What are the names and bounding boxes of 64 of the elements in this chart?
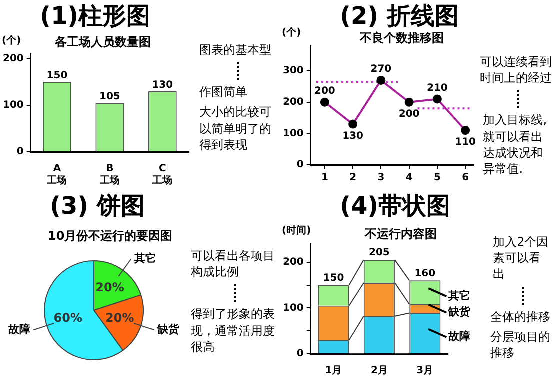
text: 可以连续看到时间上的经过 — [480, 54, 554, 86]
x-tick-label: 6 — [462, 172, 470, 184]
text: 得到了形象的表现，通常活用度很高 — [191, 306, 276, 355]
text: 大小的比较可以简单明了的得到表现 — [200, 104, 273, 153]
x-tick-label: B 工场 — [98, 164, 120, 187]
chart-title: (3) 饼图 — [50, 191, 145, 222]
slice-label: 其它 — [133, 252, 156, 265]
text: 全体的推移 — [490, 308, 552, 325]
x-tick-label: 3月 — [416, 366, 434, 377]
chart-subtitle: 各工场人员数量图 — [55, 34, 151, 51]
text: 加入目标线,就可以看出达成状况和异常值. — [483, 112, 548, 178]
x-tick-label: 5 — [434, 172, 441, 184]
text: 可以看出各项目构成比例 — [191, 248, 276, 280]
series-label: 缺货 — [448, 306, 472, 319]
data-label: 210 — [427, 82, 448, 94]
series-label: 其它 — [448, 289, 471, 302]
y-tick-label: 0 — [296, 348, 304, 360]
data-label: 200 — [398, 108, 420, 120]
x-tick-label: A 工场 — [46, 164, 68, 187]
y-axis-title: (个) — [282, 26, 302, 39]
chart-title: (4)带状图 — [340, 191, 451, 222]
data-label: 20% — [96, 280, 124, 295]
y-tick-label: 0 — [296, 160, 304, 171]
y-tick-label: 200 — [283, 96, 304, 108]
total-label: 160 — [414, 268, 436, 280]
text: 分层项目的推移 — [490, 328, 552, 362]
x-tick-label: 2月 — [370, 366, 388, 377]
y-tick-label: 100 — [283, 128, 304, 140]
data-label: 20% — [106, 311, 134, 326]
text: 图表的基本型 — [200, 42, 273, 58]
data-label: 110 — [455, 137, 476, 148]
slice-label: 缺货 — [156, 322, 180, 336]
x-tick-label: 1月 — [325, 366, 342, 377]
total-label: 205 — [369, 248, 390, 259]
data-label: 130 — [152, 80, 174, 91]
data-label: 270 — [370, 64, 392, 76]
x-tick-label: 3 — [378, 172, 385, 184]
y-tick-label: 0 — [16, 146, 24, 158]
data-label: 150 — [46, 70, 68, 82]
chart-subtitle: 10月份不运行的要因图 — [48, 228, 173, 245]
chart-subtitle: 不良个数推移图 — [360, 30, 444, 47]
y-tick-label: 100 — [283, 302, 304, 314]
slice-label: 故障 — [8, 322, 31, 336]
data-label: 130 — [342, 130, 364, 142]
y-tick-label: 200 — [283, 256, 304, 268]
text: 作图简单 — [200, 84, 249, 100]
y-axis-title: (个) — [2, 34, 22, 47]
data-label: 60% — [54, 311, 82, 326]
series-label: 故障 — [448, 330, 471, 344]
chart-title: (1)柱形图 — [40, 1, 151, 32]
x-tick-label: 1 — [321, 172, 328, 184]
y-tick-label: 200 — [3, 53, 24, 64]
y-tick-label: 300 — [283, 66, 304, 77]
data-label: 200 — [314, 86, 336, 97]
x-tick-label: 4 — [406, 172, 413, 184]
text: 加入2个因素可以看出 — [493, 234, 550, 283]
chart-subtitle: 不运行内容图 — [365, 226, 437, 243]
x-tick-label: 2 — [350, 172, 357, 184]
y-axis-title: (时间) — [282, 224, 312, 237]
x-tick-label: C 工场 — [152, 164, 173, 187]
data-label: 105 — [100, 92, 120, 103]
chart-title: (2) 折线图 — [340, 1, 459, 32]
total-label: 150 — [323, 272, 344, 284]
y-tick-label: 100 — [3, 100, 24, 111]
